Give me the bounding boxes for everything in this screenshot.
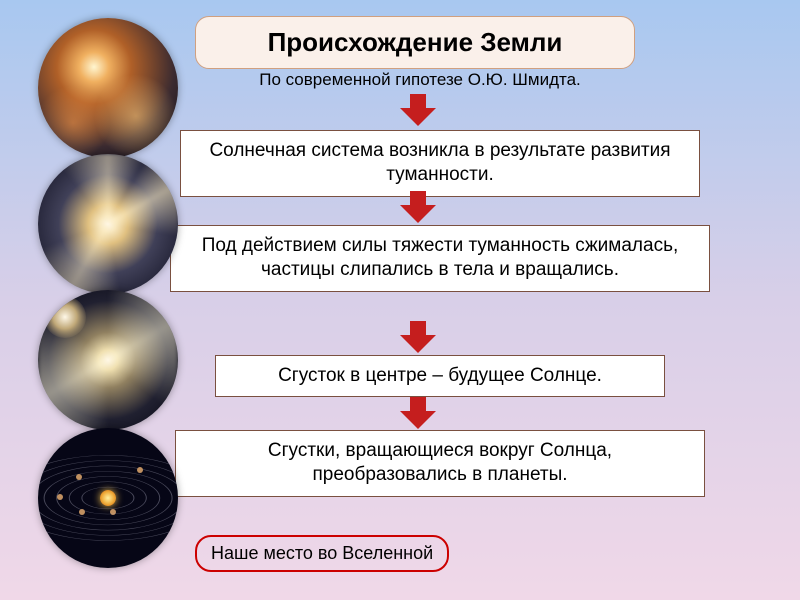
title-text: Происхождение Земли	[268, 27, 563, 57]
footer-link[interactable]: Наше место во Вселенной	[195, 535, 449, 572]
step-text-1: Солнечная система возникла в результате …	[209, 140, 670, 185]
orbits-icon	[38, 428, 178, 568]
step-box-2: Под действием силы тяжести туманность сж…	[170, 225, 710, 292]
title-box: Происхождение Земли	[195, 16, 635, 69]
illustration-galaxy-2	[38, 290, 178, 430]
step-box-1: Солнечная система возникла в результате …	[180, 130, 700, 197]
step-box-4: Сгустки, вращающиеся вокруг Солнца, прео…	[175, 430, 705, 497]
subtitle: По современной гипотезе О.Ю. Шмидта.	[200, 70, 640, 90]
footer-text: Наше место во Вселенной	[211, 543, 433, 563]
illustration-galaxy-1	[38, 154, 178, 294]
step-text-2: Под действием силы тяжести туманность сж…	[202, 235, 679, 280]
step-text-4: Сгустки, вращающиеся вокруг Солнца, прео…	[268, 440, 612, 485]
illustration-solar-system	[38, 428, 178, 568]
step-box-3: Сгусток в центре – будущее Солнце.	[215, 355, 665, 397]
step-text-3: Сгусток в центре – будущее Солнце.	[278, 365, 602, 386]
illustration-nebula	[38, 18, 178, 158]
